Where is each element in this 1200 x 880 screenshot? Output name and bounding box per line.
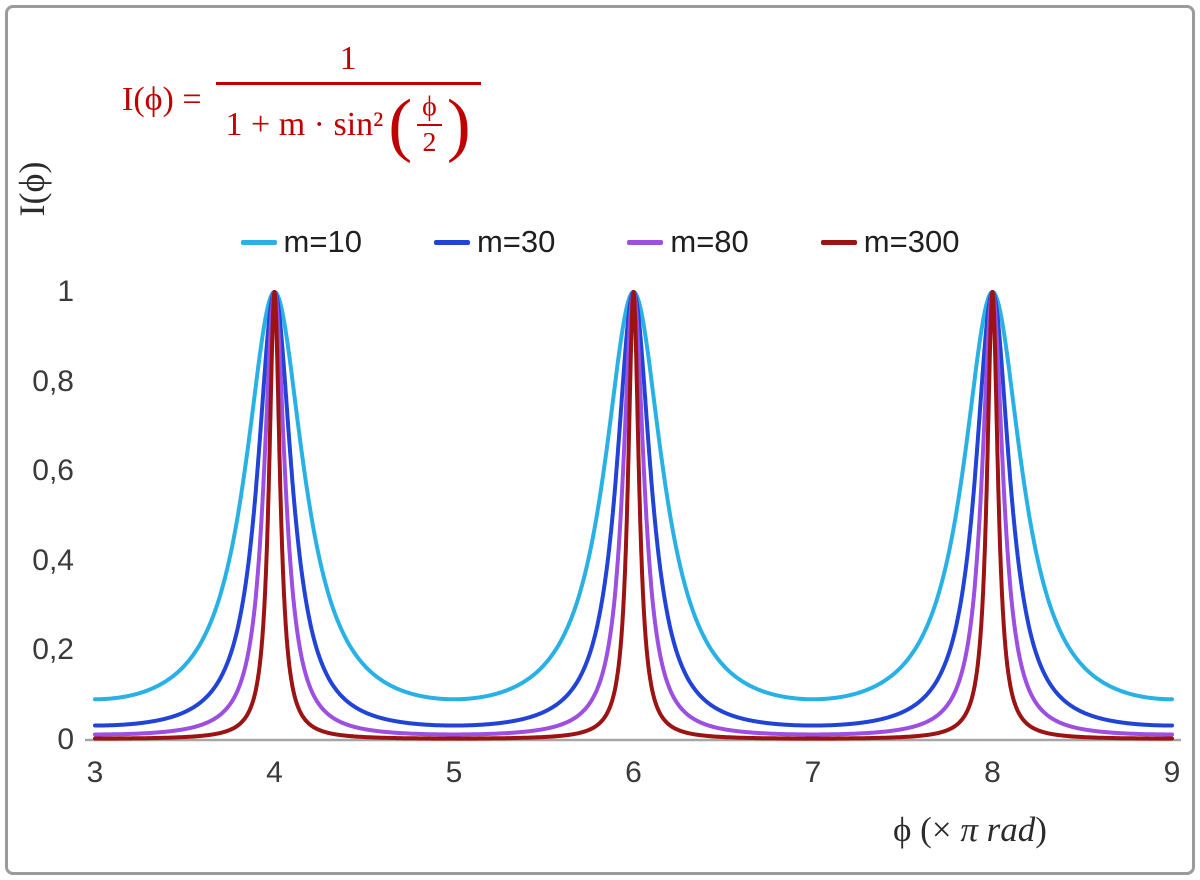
legend-line-swatch xyxy=(627,239,664,245)
curve-m300 xyxy=(93,290,1174,741)
open-paren: ( xyxy=(388,84,413,164)
formula-fraction: 1 1 + m · sin² ( ϕ 2 ) xyxy=(215,40,481,164)
y-axis-title: I(ϕ) xyxy=(12,161,52,217)
legend-line-swatch xyxy=(820,239,857,245)
legend-item-m300: m=300 xyxy=(820,224,960,260)
x-axis-title-prefix: ϕ (× xyxy=(893,810,952,849)
x-axis-title-italic: π rad xyxy=(960,810,1036,849)
legend-label: m=80 xyxy=(670,224,749,259)
inner-fraction-numerator: ϕ xyxy=(417,91,442,127)
formula-denominator: 1 + m · sin² ( ϕ 2 ) xyxy=(215,82,481,164)
inner-fraction-denominator: 2 xyxy=(422,127,437,159)
formula-annotation: I(ϕ) = 1 1 + m · sin² ( ϕ 2 ) xyxy=(122,40,481,164)
curve-m80 xyxy=(93,290,1174,737)
legend-label: m=300 xyxy=(863,224,960,259)
legend-item-m30: m=30 xyxy=(433,224,556,260)
legend-line-swatch xyxy=(240,239,277,245)
formula-lhs: I(ϕ) = xyxy=(122,80,202,118)
legend-label: m=10 xyxy=(283,224,362,259)
x-axis-title-suffix: ) xyxy=(1035,810,1047,849)
legend-item-m80: m=80 xyxy=(627,224,749,260)
close-paren: ) xyxy=(446,84,471,164)
legend-label: m=30 xyxy=(476,224,556,259)
formula-denominator-prefix: 1 + m · sin² xyxy=(225,106,384,144)
legend-line-swatch xyxy=(433,239,470,245)
curve-m30 xyxy=(93,290,1174,728)
x-axis-title: ϕ (× π rad) xyxy=(893,810,1047,850)
legend-item-m10: m=10 xyxy=(240,224,362,260)
inner-fraction: ϕ 2 xyxy=(417,91,442,159)
legend: m=10 m=30 m=80 m=300 xyxy=(0,224,1200,260)
formula-numerator: 1 xyxy=(339,40,357,77)
